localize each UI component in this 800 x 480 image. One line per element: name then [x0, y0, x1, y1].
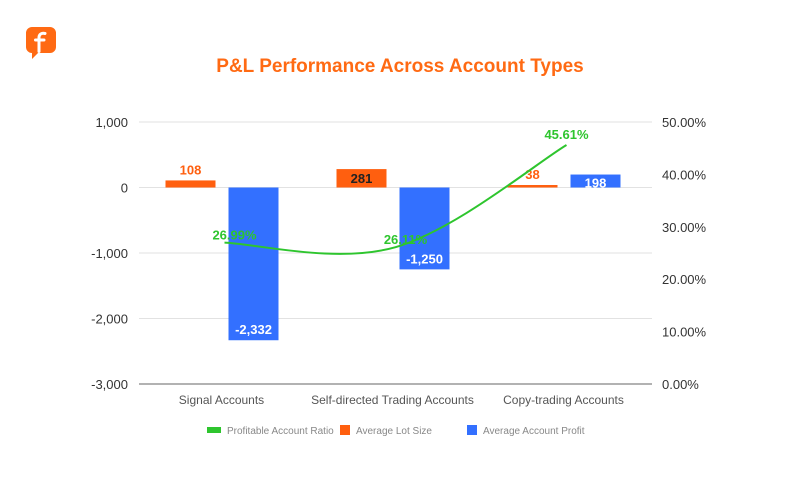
right-tick-label: 20.00%: [662, 272, 707, 287]
line-profitable-account-ratio: [224, 144, 568, 255]
category-label: Self-directed Trading Accounts: [311, 393, 474, 407]
chart-title: P&L Performance Across Account Types: [216, 56, 584, 77]
legend-swatch: [467, 425, 477, 435]
data-label: -1,250: [406, 251, 443, 266]
right-tick-label: 50.00%: [662, 115, 707, 130]
data-label: 108: [180, 162, 202, 177]
data-label: -2,332: [235, 322, 272, 337]
bar-average-lot-size: [507, 185, 558, 188]
right-tick-label: 40.00%: [662, 167, 707, 182]
bar-average-account-profit: [228, 187, 279, 341]
left-tick-label: 0: [121, 181, 128, 196]
data-label: 281: [351, 171, 373, 186]
legend-label: Average Account Profit: [483, 426, 585, 437]
line-data-label: 26.99%: [212, 228, 257, 243]
left-tick-label: 1,000: [95, 115, 128, 130]
legend-swatch: [340, 425, 350, 435]
legend-label: Average Lot Size: [356, 426, 432, 437]
right-tick-label: 30.00%: [662, 220, 707, 235]
bar-average-lot-size: [165, 180, 216, 188]
data-label: 198: [585, 176, 607, 191]
bar-average-account-profit: [570, 174, 621, 188]
legend-swatch: [207, 427, 221, 433]
brand-logo-icon: [26, 27, 56, 59]
legend-label: Profitable Account Ratio: [227, 426, 334, 437]
line-data-label: 26.11%: [384, 232, 428, 247]
category-label: Signal Accounts: [179, 393, 264, 407]
right-tick-label: 0.00%: [662, 377, 699, 392]
left-tick-label: -1,000: [91, 246, 128, 261]
left-tick-label: -2,000: [91, 312, 128, 327]
line-data-label: 45.61%: [544, 127, 589, 142]
left-tick-label: -3,000: [91, 377, 128, 392]
category-label: Copy-trading Accounts: [503, 393, 624, 407]
right-tick-label: 10.00%: [662, 325, 707, 340]
bar-average-lot-size: [336, 169, 387, 188]
